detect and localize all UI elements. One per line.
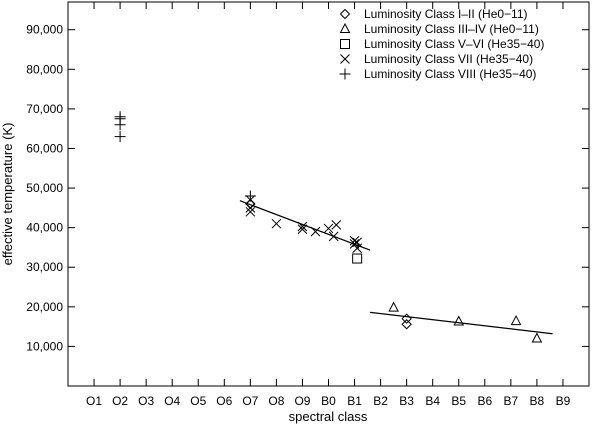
x-tick-label: O4 — [164, 394, 180, 408]
data-point-x — [349, 235, 360, 246]
y-tick-label: 90,000 — [26, 23, 63, 37]
series-diamond — [245, 198, 412, 330]
x-tick-label: O9 — [294, 394, 310, 408]
legend-marker-x — [340, 54, 350, 64]
y-tick-label: 50,000 — [26, 181, 63, 195]
y-tick-label: 80,000 — [26, 62, 63, 76]
data-point-triangle — [453, 315, 465, 326]
data-point-x — [349, 239, 360, 249]
x-tick-label: O3 — [138, 394, 154, 408]
data-point-x — [323, 223, 334, 234]
series-triangle — [388, 301, 543, 343]
data-points — [114, 111, 543, 343]
legend-label: Luminosity Class VII (He35−40) — [364, 52, 533, 66]
x-tick-label: B8 — [530, 394, 545, 408]
x-tick-label: B3 — [399, 394, 414, 408]
fit-line — [239, 200, 371, 251]
x-tick-label: O8 — [268, 394, 284, 408]
data-point-x — [245, 203, 256, 213]
x-tick-label: B9 — [556, 394, 571, 408]
series-plus — [114, 111, 256, 202]
data-point-triangle — [388, 301, 399, 312]
data-point-diamond — [401, 313, 412, 324]
data-point-x — [297, 224, 308, 235]
data-point-triangle — [531, 332, 543, 343]
x-tick-label: B7 — [504, 394, 519, 408]
x-axis: O1 O2 O3 O4 O5 O6 O7 O8 O9 B0 B1 B2 B3 B4 B5 B6 B7 B8 B9 — [86, 2, 571, 408]
x-axis-label: spectral class — [289, 409, 368, 424]
x-tick-label: B1 — [347, 394, 362, 408]
legend-label: Luminosity Class V–VI (He35−40) — [364, 37, 544, 51]
data-point-plus — [244, 190, 256, 202]
x-tick-label: O2 — [112, 394, 128, 408]
x-tick-label: B2 — [373, 394, 388, 408]
y-tick-label: 10,000 — [26, 339, 63, 353]
x-tick-label: O5 — [190, 394, 206, 408]
x-tick-label: B6 — [477, 394, 492, 408]
legend-label: Luminosity Class III–IV (He0−11) — [364, 22, 539, 36]
data-point-x — [352, 243, 363, 254]
legend-label: Luminosity Class VIII (He35−40) — [364, 67, 536, 81]
y-tick-label: 70,000 — [26, 102, 63, 116]
y-tick-label: 20,000 — [26, 300, 63, 314]
y-axis: 10,000 20,000 30,000 40,000 50,000 60,000 70,0… — [26, 23, 589, 353]
fit-line — [370, 311, 553, 335]
data-point-x — [271, 218, 282, 229]
data-point-plus — [114, 131, 126, 143]
x-tick-label: B5 — [451, 394, 466, 408]
y-tick-label: 30,000 — [26, 260, 63, 274]
y-tick-label: 60,000 — [26, 141, 63, 155]
series-x — [245, 195, 363, 254]
data-point-plus — [114, 111, 126, 123]
legend-marker-triangle — [339, 22, 351, 33]
x-tick-label: O1 — [86, 394, 102, 408]
fit-lines — [239, 200, 553, 335]
data-point-diamond — [401, 319, 412, 330]
legend: Luminosity Class I–II (He0−11)Luminosity… — [339, 7, 544, 81]
legend-label: Luminosity Class I–II (He0−11) — [364, 7, 528, 21]
data-point-x — [331, 220, 342, 230]
data-point-x — [310, 226, 321, 237]
x-tick-label: O7 — [242, 394, 258, 408]
data-point-triangle — [510, 315, 522, 326]
series-square — [352, 253, 363, 264]
x-tick-label: O6 — [216, 394, 232, 408]
y-tick-label: 40,000 — [26, 221, 63, 235]
x-tick-label: B4 — [425, 394, 440, 408]
x-tick-label: B0 — [321, 394, 336, 408]
data-point-x — [328, 231, 339, 242]
y-axis-label: effective temperature (K) — [0, 123, 15, 266]
legend-marker-plus — [339, 68, 351, 80]
legend-marker-square — [340, 39, 350, 49]
data-point-x — [297, 221, 308, 232]
data-point-x — [245, 206, 256, 217]
data-point-square — [352, 253, 363, 264]
legend-marker-diamond — [339, 8, 351, 20]
